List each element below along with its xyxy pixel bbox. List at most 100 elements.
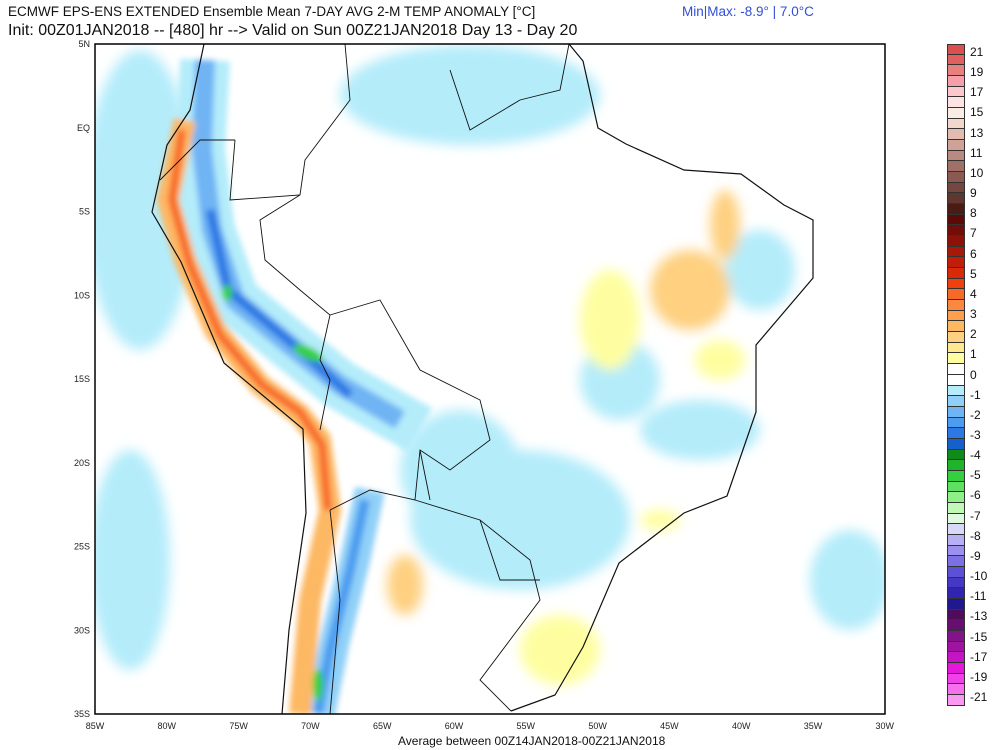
colorbar-swatch (947, 566, 965, 578)
lat-label: 5S (79, 207, 90, 217)
lat-label: EQ (77, 123, 90, 133)
lat-label: 10S (74, 290, 90, 300)
colorbar-label: 4 (970, 286, 977, 301)
colorbar-swatch (947, 342, 965, 354)
colorbar-swatch (947, 502, 965, 514)
colorbar-swatch (947, 492, 965, 503)
lat-label: 25S (74, 542, 90, 552)
colorbar-swatch (947, 54, 965, 66)
colorbar-label: -4 (970, 448, 981, 463)
colorbar-label: -9 (970, 548, 981, 563)
colorbar-swatch (947, 118, 965, 130)
colorbar-label: 0 (970, 367, 977, 382)
colorbar-label: 7 (970, 226, 977, 241)
colorbar-swatch (947, 694, 965, 706)
lat-label: 30S (74, 625, 90, 635)
latitude-labels: 5N EQ 5S 10S 15S 20S 25S 30S 35S (74, 39, 90, 719)
chart-subtitle: Init: 00Z01JAN2018 -- [480] hr --> Valid… (8, 22, 578, 39)
colorbar-label: 21 (970, 45, 984, 59)
colorbar-swatch (947, 588, 965, 599)
colorbar-label: 11 (970, 145, 983, 160)
colorbar-swatch (947, 374, 965, 386)
min-max-readout: Min|Max: -8.9° | 7.0°C (682, 4, 814, 19)
colorbar-label: -17 (970, 649, 988, 664)
andes-anomaly-bands (156, 58, 433, 714)
colorbar-swatch (947, 684, 965, 695)
lon-label: 40W (732, 721, 751, 731)
colorbar-swatch (947, 652, 965, 663)
colorbar-swatch (947, 385, 965, 397)
colorbar-swatch (947, 438, 965, 450)
coastline (151, 44, 814, 714)
lon-label: 50W (588, 721, 607, 731)
colorbar-label: 6 (970, 246, 977, 261)
colorbar-swatch (947, 470, 965, 482)
lon-label: 70W (301, 721, 320, 731)
colorbar-swatch (947, 620, 965, 631)
map-frame (94, 43, 886, 715)
colorbar-swatch (947, 417, 965, 429)
lon-label: 30W (876, 721, 895, 731)
colorbar-label: -5 (970, 468, 981, 483)
colorbar-swatch (947, 545, 965, 557)
lon-label: 60W (445, 721, 464, 731)
colorbar-label: -21 (970, 690, 988, 704)
colorbar-swatch (947, 513, 965, 525)
colorbar-swatch (947, 278, 965, 290)
lat-label: 20S (74, 458, 90, 468)
colorbar-swatch (947, 353, 965, 365)
colorbar-label: 17 (970, 85, 984, 100)
colorbar-swatch (947, 577, 965, 589)
lon-label: 65W (373, 721, 392, 731)
colorbar-swatch (947, 161, 965, 173)
colorbar-swatch (947, 534, 965, 546)
colorbar-swatch (947, 289, 965, 301)
colorbar-swatch (947, 97, 965, 109)
colorbar-swatch (947, 214, 965, 226)
colorbar-swatch (947, 662, 965, 674)
colorbar-swatch (947, 300, 965, 311)
colorbar-swatch (947, 481, 965, 493)
colorbar-label: 1 (970, 347, 977, 362)
colorbar-label: 15 (970, 105, 984, 120)
colorbar-swatch (947, 406, 965, 418)
colorbar-label: 8 (970, 206, 977, 221)
colorbar-label: -11 (970, 589, 987, 604)
chart-title: ECMWF EPS-ENS EXTENDED Ensemble Mean 7-D… (8, 4, 536, 19)
colorbar-swatch (947, 150, 965, 162)
colorbar-swatch (947, 182, 965, 194)
colorbar-swatch (947, 524, 965, 535)
colorbar-swatch (947, 257, 965, 269)
lon-label: 80W (158, 721, 177, 731)
colorbar-label: -10 (970, 569, 988, 584)
colorbar-label: -13 (970, 609, 988, 624)
colorbar-swatch (947, 236, 965, 247)
colorbar-swatch (947, 321, 965, 333)
colorbar-swatch (947, 172, 965, 183)
lon-label: 55W (517, 721, 536, 731)
colorbar-swatch (947, 556, 965, 567)
colorbar-label: 13 (970, 125, 984, 140)
colorbar-label: -3 (970, 427, 981, 442)
colorbar-swatch (947, 76, 965, 87)
colorbar-swatch (947, 140, 965, 151)
lon-label: 75W (229, 721, 248, 731)
colorbar-label: -8 (970, 528, 981, 543)
colorbar-swatch (947, 310, 965, 322)
colorbar-label: -2 (970, 407, 981, 422)
colorbar-swatch (947, 630, 965, 642)
lat-label: 5N (78, 39, 90, 49)
colorbar-swatch (947, 673, 965, 685)
lat-label: 35S (74, 709, 90, 719)
colorbar-label: -1 (970, 387, 981, 402)
colorbar-swatch (947, 86, 965, 98)
colorbar-swatch (947, 364, 965, 375)
colorbar-swatch (947, 108, 965, 119)
anomaly-shading (95, 45, 885, 685)
colorbar-label: 10 (970, 165, 984, 180)
lat-label: 15S (74, 374, 90, 384)
colorbar-swatch (947, 204, 965, 215)
longitude-labels: 85W 80W 75W 70W 65W 60W 55W 50W 45W 40W 35W 30W (86, 721, 895, 731)
colorbar-swatch (947, 609, 965, 621)
